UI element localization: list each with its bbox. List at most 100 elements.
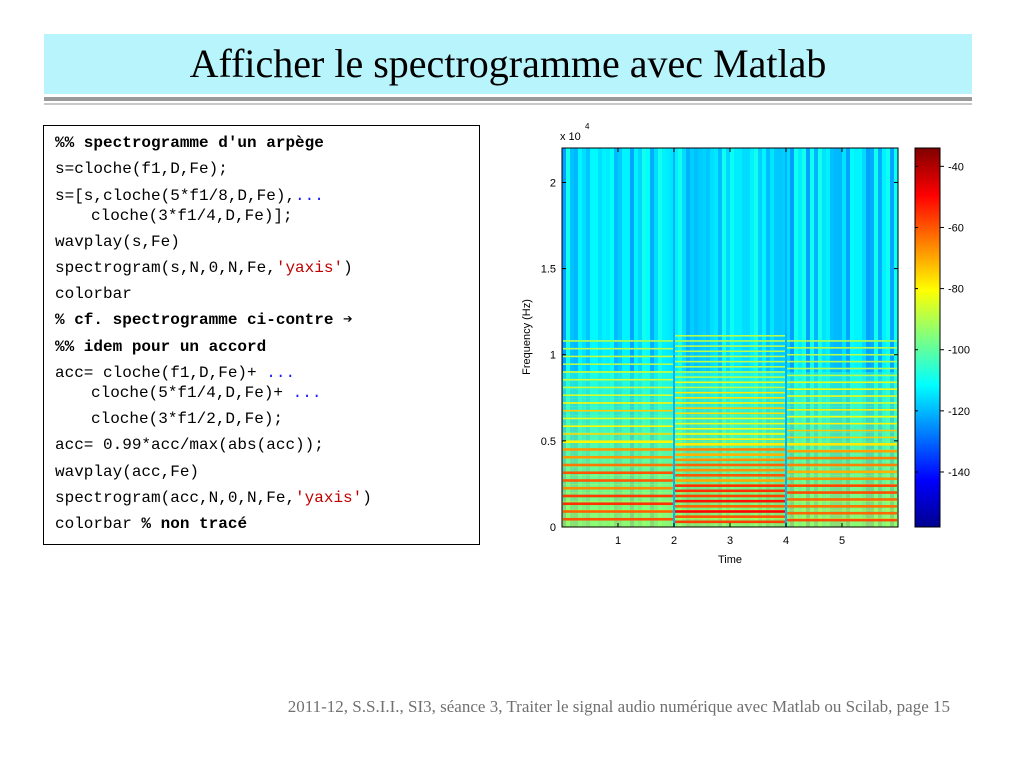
spectrogram-band (786, 371, 898, 382)
y-tick-label: 2 (550, 177, 556, 189)
spectrogram-harmonic (563, 471, 673, 475)
spectrogram-harmonic (675, 371, 785, 373)
spectrogram-figure: 1 2 3 4 5 0 0.5 1 1.5 2 x 10 4 Time Frequency (Hz… (521, 122, 970, 566)
x-tick-label: 4 (783, 535, 789, 547)
spectrogram-harmonic (787, 402, 897, 404)
spectrogram-column (762, 148, 767, 527)
spectrogram-harmonic (675, 334, 785, 337)
spectrogram-harmonic (675, 345, 785, 347)
spectrogram-column (750, 148, 755, 527)
spectrogram-harmonic (675, 355, 785, 358)
spectrogram-column (794, 148, 799, 527)
spectrogram-harmonic (675, 360, 785, 363)
code-listing: %% spectrogramme d'un arpège s=cloche(f1… (43, 125, 480, 545)
spectrogram-band (786, 380, 898, 390)
spectrogram-band (562, 449, 674, 459)
spectrogram-band (674, 432, 786, 442)
spectrogram-harmonic (675, 448, 785, 451)
spectrogram-harmonic (563, 502, 673, 506)
spectrogram-column (626, 148, 631, 527)
spectrogram-column (730, 148, 735, 527)
spectrogram-band (786, 458, 898, 468)
spectrogram-harmonic (675, 386, 785, 389)
colorbar-tick-label: -40 (948, 161, 964, 173)
spectrogram-column (758, 148, 763, 527)
code-line: colorbar (55, 285, 132, 304)
spectrogram-column (674, 148, 679, 527)
code-line: spectrogram(acc,N,0,N,Fe,'yaxis') (55, 485, 479, 511)
x-tick-label: 1 (615, 535, 621, 547)
spectrogram-column (746, 148, 751, 527)
spectrogram-column (614, 148, 619, 527)
spectrogram-harmonic (675, 520, 785, 524)
spectrogram-harmonic (787, 381, 897, 384)
spectrogram-harmonic (563, 417, 673, 420)
spectrogram-band (786, 389, 898, 399)
spectrogram-band (786, 423, 898, 433)
spectrogram-column (878, 148, 883, 527)
code-string: 'yaxis' (295, 488, 363, 507)
spectrogram-harmonic (675, 422, 785, 425)
y-tick-label: 1.5 (541, 264, 556, 276)
spectrogram-band (562, 466, 674, 476)
spectrogram-harmonic (787, 484, 897, 487)
code-line: s=[s,cloche(5*f1/8,D,Fe),... cloche(3*f1/… (55, 183, 479, 229)
spectrogram-harmonic (563, 409, 673, 412)
code-continuation: cloche(5*f1/4,D,Fe)+ ... (55, 383, 479, 403)
spectrogram-column (734, 148, 739, 527)
spectrogram-harmonic (563, 463, 673, 467)
spectrogram-harmonic (563, 425, 673, 428)
spectrogram-column (578, 148, 583, 527)
spectrogram-column (766, 148, 771, 527)
colorbar (914, 147, 941, 528)
spectrogram-harmonic (563, 494, 673, 498)
spectrogram-column (686, 148, 691, 527)
spectrogram-column (678, 148, 683, 527)
spectrogram-harmonic (787, 374, 897, 377)
spectrogram-harmonic (787, 456, 897, 460)
spectrogram-harmonic (787, 436, 897, 439)
code-continuation: cloche(3*f1/4,D,Fe)]; (91, 206, 293, 225)
spectrogram-harmonic (675, 510, 785, 513)
spectrogram-harmonic (563, 486, 673, 490)
spectrogram-band (562, 518, 674, 528)
spectrogram-harmonic (675, 407, 785, 409)
spectrogram-harmonic (675, 350, 785, 353)
spectrogram-harmonic (675, 340, 785, 342)
spectrogram-band (786, 415, 898, 425)
spectrogram-column (810, 148, 815, 527)
x-axis-label: Time (718, 554, 742, 566)
code-text: colorbar (55, 515, 142, 534)
spectrogram-column (710, 148, 715, 527)
spectrogram-harmonic (563, 479, 673, 482)
spectrogram-band (562, 458, 674, 468)
slide-footer: 2011-12, S.S.I.I., SI3, séance 3, Traite… (287, 697, 950, 716)
spectrogram-column (842, 148, 847, 527)
code-comment: % non tracé (141, 515, 248, 534)
spectrogram-harmonic (675, 515, 785, 518)
spectrogram-harmonic (675, 412, 785, 415)
spectrogram-column (778, 148, 783, 527)
spectrogram-column (858, 148, 863, 527)
spectrogram-band (786, 483, 898, 494)
spectrogram-harmonic (787, 353, 897, 356)
code-text: acc= cloche(f1,D,Fe)+ (55, 364, 267, 383)
spectrogram-column (822, 148, 827, 527)
spectrogram-band (562, 423, 674, 433)
spectrogram-column (646, 148, 651, 527)
x-tick-label: 5 (839, 535, 845, 547)
spectrogram-harmonic (787, 491, 897, 494)
spectrogram-harmonic (675, 453, 785, 456)
spectrogram-harmonic (675, 474, 785, 477)
spectrogram-harmonic (563, 448, 673, 451)
spectrogram-column (890, 148, 895, 527)
spectrogram-column (630, 148, 635, 527)
spectrogram-harmonic (563, 433, 673, 435)
spectrogram-harmonic (563, 378, 673, 381)
spectrogram-harmonic (787, 340, 897, 342)
spectrogram-harmonic (563, 386, 673, 389)
spectrogram-column (582, 148, 587, 527)
spectrogram-column (698, 148, 703, 527)
spectrogram-band (674, 415, 786, 425)
spectrogram-column (754, 148, 759, 527)
